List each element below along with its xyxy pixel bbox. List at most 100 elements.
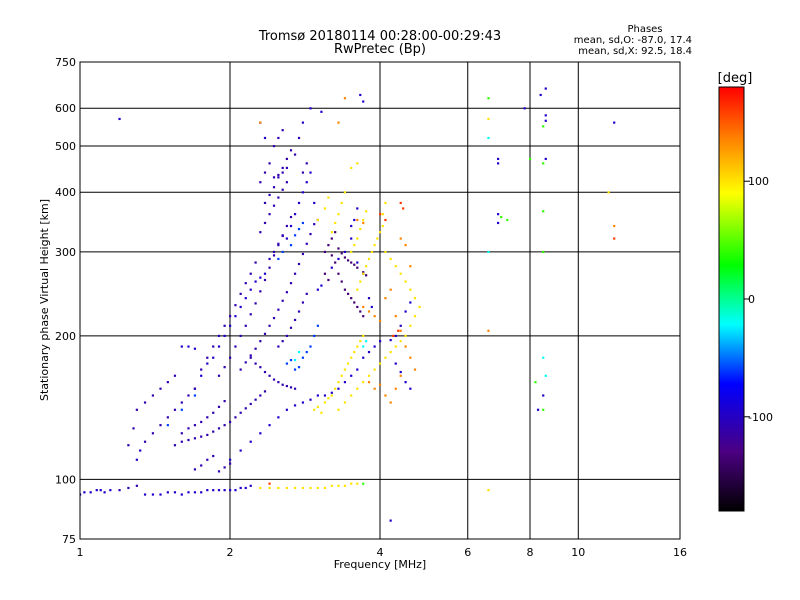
data-point: [143, 440, 147, 443]
data-point: [127, 444, 130, 447]
data-point: [350, 356, 353, 359]
data-point: [212, 356, 215, 359]
data-point: [206, 458, 209, 461]
data-point: [542, 408, 545, 411]
data-point: [187, 394, 190, 397]
data-point: [187, 491, 190, 494]
data-point: [293, 318, 297, 322]
data-point: [103, 491, 106, 494]
data-point: [418, 305, 421, 309]
data-point: [285, 181, 288, 184]
data-point: [399, 324, 402, 327]
data-point: [370, 250, 373, 254]
data-points: [80, 87, 616, 522]
data-point: [323, 207, 327, 210]
y-tick-label: 75: [62, 533, 76, 546]
data-point: [293, 358, 297, 362]
data-point: [362, 345, 365, 348]
data-point: [229, 324, 232, 327]
data-point: [135, 408, 138, 411]
y-tick-label: 600: [55, 102, 76, 115]
data-point: [229, 462, 232, 465]
data-point: [350, 237, 353, 240]
data-point: [343, 381, 347, 384]
data-point: [263, 370, 267, 374]
data-point: [285, 408, 288, 411]
data-point: [223, 366, 226, 369]
data-point: [362, 218, 365, 222]
data-point: [293, 234, 297, 237]
data-point: [239, 368, 242, 371]
data-point: [259, 181, 262, 184]
data-point: [180, 440, 183, 443]
data-point: [289, 224, 293, 228]
data-point: [399, 340, 402, 343]
data-point: [394, 387, 397, 390]
x-tick-label: 16: [673, 546, 687, 559]
data-point: [263, 332, 267, 335]
data-point: [281, 166, 284, 170]
data-point: [346, 362, 350, 365]
data-point: [289, 358, 293, 362]
data-point: [239, 334, 242, 338]
data-point: [272, 316, 276, 320]
data-point: [350, 250, 353, 254]
data-point: [399, 374, 402, 377]
data-point: [166, 424, 169, 427]
data-point: [259, 276, 262, 279]
data-point: [297, 310, 301, 313]
plot-grid: [80, 62, 680, 539]
data-point: [159, 387, 162, 390]
data-point: [217, 489, 221, 492]
data-point: [229, 458, 232, 461]
x-tick-label: 10: [571, 546, 585, 559]
data-point: [281, 171, 284, 174]
data-point: [356, 261, 359, 264]
data-point: [399, 272, 402, 275]
data-point: [234, 416, 237, 419]
data-point: [166, 381, 169, 384]
data-point: [353, 301, 356, 304]
data-point: [289, 386, 293, 389]
data-point: [487, 117, 490, 121]
data-point: [500, 215, 503, 219]
data-point: [223, 489, 226, 492]
data-point: [263, 136, 267, 140]
data-point: [173, 374, 177, 377]
data-point: [289, 244, 293, 247]
data-point: [402, 207, 405, 210]
data-point: [217, 405, 221, 408]
data-point: [362, 100, 365, 103]
data-point: [356, 288, 359, 291]
data-point: [309, 171, 312, 174]
data-point: [180, 408, 183, 411]
data-point: [365, 265, 368, 268]
data-point: [272, 254, 276, 257]
data-point: [272, 144, 276, 148]
data-point: [343, 191, 347, 194]
data-point: [327, 397, 330, 400]
data-point: [249, 356, 252, 359]
data-point: [212, 489, 215, 492]
data-point: [285, 291, 288, 294]
data-point: [268, 213, 271, 216]
data-point: [409, 324, 412, 327]
y-tick-label: 400: [55, 186, 76, 199]
data-point: [350, 482, 353, 485]
data-point: [305, 350, 308, 354]
data-point: [353, 218, 356, 222]
data-point: [389, 401, 392, 404]
data-point: [268, 266, 271, 269]
data-point: [542, 125, 545, 128]
data-point: [323, 272, 327, 275]
data-point: [409, 356, 412, 359]
data-point: [487, 250, 490, 254]
data-point: [135, 484, 138, 487]
data-point: [217, 374, 221, 377]
data-point: [272, 204, 276, 207]
data-point: [293, 387, 297, 390]
data-point: [272, 186, 276, 189]
data-point: [305, 242, 308, 245]
x-axis-label: Frequency [MHz]: [334, 558, 426, 571]
data-point: [346, 292, 350, 295]
